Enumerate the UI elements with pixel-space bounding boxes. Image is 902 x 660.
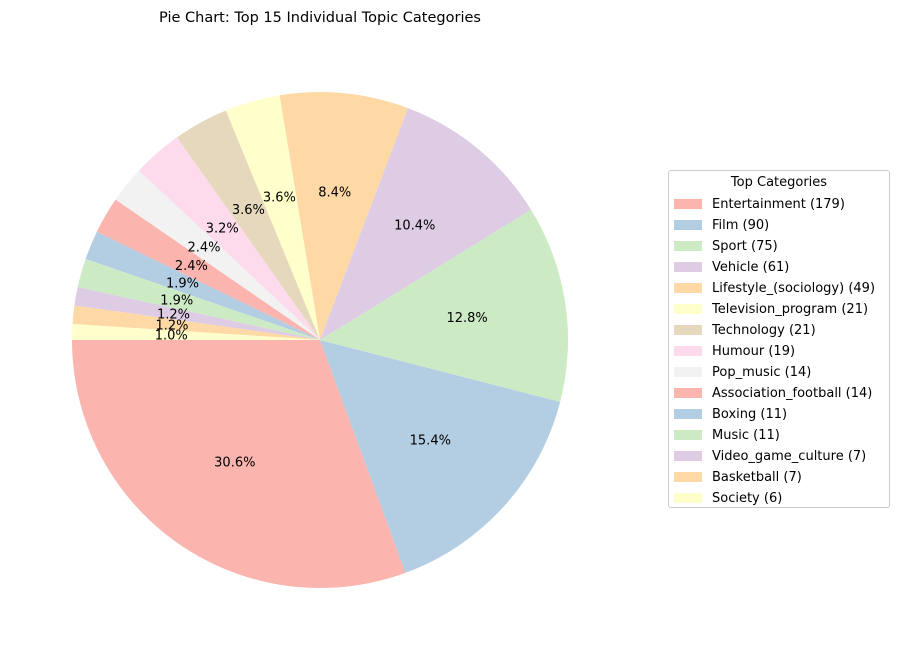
pie-percent-label: 1.0% <box>155 329 188 344</box>
legend-label: Television_program (21) <box>712 301 869 317</box>
legend-label: Basketball (7) <box>712 469 802 485</box>
legend: Top Categories Entertainment (179) Film (… <box>668 170 890 508</box>
legend-label: Video_game_culture (7) <box>712 448 867 464</box>
legend-item: Humour (19) <box>674 342 795 360</box>
legend-item: Lifestyle_(sociology) (49) <box>674 279 875 297</box>
legend-item: Film (90) <box>674 216 769 234</box>
legend-label: Lifestyle_(sociology) (49) <box>712 280 876 296</box>
pie-slice-technology <box>176 110 320 340</box>
pie-percent-label: 12.8% <box>446 311 487 326</box>
legend-swatch <box>674 220 702 230</box>
pie-percent-label: 8.4% <box>318 185 351 200</box>
legend-label: Entertainment (179) <box>712 196 845 212</box>
legend-label: Boxing (11) <box>712 406 788 422</box>
pie-slice-video-game-culture <box>74 287 321 340</box>
legend-swatch <box>674 325 702 335</box>
pie-slice-boxing <box>85 231 321 340</box>
pie-slice-humour <box>138 137 320 340</box>
legend-swatch <box>674 367 702 377</box>
legend-label: Society (6) <box>712 490 783 506</box>
legend-swatch <box>674 262 702 272</box>
legend-label: Film (90) <box>712 217 770 233</box>
legend-label: Technology (21) <box>712 322 816 338</box>
chart-title: Pie Chart: Top 15 Individual Topic Categ… <box>159 10 481 26</box>
legend-swatch <box>674 388 702 398</box>
pie-percent-label: 3.6% <box>232 203 265 218</box>
pie-slice-film <box>320 340 561 573</box>
pie-percent-label: 1.2% <box>157 307 190 322</box>
pie-slices <box>72 92 569 589</box>
pie-percent-label: 3.2% <box>206 221 239 236</box>
pie-percent-label: 30.6% <box>214 456 255 471</box>
legend-item: Entertainment (179) <box>674 195 845 213</box>
pie-percent-label: 3.6% <box>263 190 296 205</box>
legend-swatch <box>674 241 702 251</box>
legend-item: Sport (75) <box>674 237 778 255</box>
legend-item: Technology (21) <box>674 321 816 339</box>
pie-percent-label: 10.4% <box>394 219 435 234</box>
legend-item: Music (11) <box>674 426 780 444</box>
pie-slice-vehicle <box>320 108 532 341</box>
legend-label: Pop_music (14) <box>712 364 812 380</box>
legend-swatch <box>674 493 702 503</box>
pie-slice-music <box>77 258 320 340</box>
legend-label: Association_football (14) <box>712 385 873 401</box>
pie-percent-label: 2.4% <box>175 259 208 274</box>
legend-label: Humour (19) <box>712 343 796 359</box>
pie-slice-pop-music <box>115 170 320 340</box>
legend-item: Television_program (21) <box>674 300 868 318</box>
legend-swatch <box>674 346 702 356</box>
legend-label: Music (11) <box>712 427 780 443</box>
pie-percent-label: 2.4% <box>187 240 220 255</box>
legend-swatch <box>674 304 702 314</box>
legend-item: Basketball (7) <box>674 468 802 486</box>
pie-slice-entertainment <box>72 340 406 589</box>
pie-percent-label: 1.2% <box>155 318 188 333</box>
legend-item: Video_game_culture (7) <box>674 447 866 465</box>
pie-percent-label: 15.4% <box>410 433 451 448</box>
legend-swatch <box>674 199 702 209</box>
legend-swatch <box>674 283 702 293</box>
pie-slice-association-football <box>96 199 320 340</box>
pie-slice-basketball <box>72 305 321 340</box>
legend-swatch <box>674 451 702 461</box>
legend-swatch <box>674 409 702 419</box>
pie-slice-lifestyle-sociology <box>279 92 408 340</box>
legend-item: Boxing (11) <box>674 405 787 423</box>
pie-percent-labels: 30.6% 15.4% 12.8% 10.4% 8.4% 3.6%3.6% 3.2% 2.4%… <box>155 185 488 470</box>
legend-item: Association_football (14) <box>674 384 872 402</box>
pie-slice-television-program <box>225 95 320 340</box>
pie-percent-label: 1.9% <box>160 293 193 308</box>
legend-title: Top Categories <box>730 175 828 190</box>
legend-item: Pop_music (14) <box>674 363 811 381</box>
legend-label: Sport (75) <box>712 238 778 254</box>
legend-item: Vehicle (61) <box>674 258 789 276</box>
legend-swatch <box>674 472 702 482</box>
pie-slice-society <box>72 324 320 340</box>
legend-swatch <box>674 430 702 440</box>
pie-percent-label: 1.9% <box>166 277 199 292</box>
legend-label: Vehicle (61) <box>712 259 790 275</box>
legend-item: Society (6) <box>674 489 782 507</box>
pie-slice-sport <box>320 209 569 402</box>
